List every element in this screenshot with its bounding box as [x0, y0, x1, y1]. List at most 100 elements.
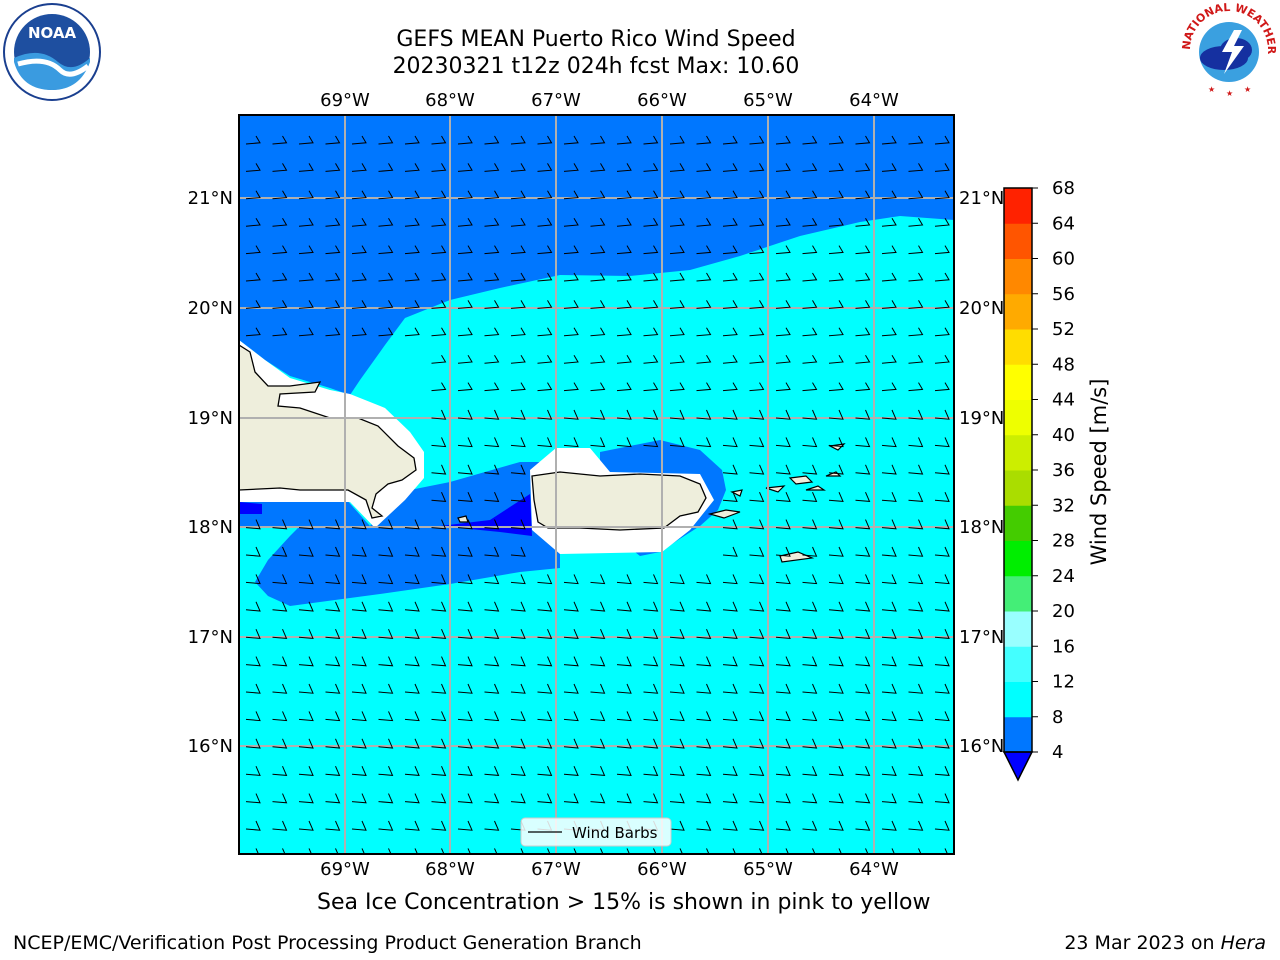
- wind-barb: [828, 382, 844, 392]
- wind-barb: [643, 327, 659, 337]
- wind-barb: [908, 766, 924, 776]
- wind-barb: [404, 629, 420, 639]
- wind-barb: [749, 793, 765, 804]
- wind-barb: [537, 190, 553, 200]
- wind-barb: [669, 793, 685, 804]
- lon-label-bottom: 65°W: [743, 859, 793, 880]
- wind-barb: [484, 409, 500, 420]
- colorbar-segment: [1004, 470, 1032, 506]
- wind-barb: [934, 327, 950, 337]
- wind-barb: [590, 327, 606, 337]
- wind-barb: [563, 300, 579, 309]
- wind-barb: [934, 601, 950, 612]
- lat-label-right: 18°N: [959, 517, 1004, 538]
- wind-barb: [855, 354, 871, 364]
- wind-barb: [828, 300, 844, 309]
- wind-barb: [537, 601, 553, 612]
- wind-barb: [616, 738, 632, 749]
- wind-barb: [510, 245, 526, 255]
- wind-barb: [679, 848, 683, 854]
- wind-barb: [802, 574, 818, 585]
- wind-barb: [828, 629, 844, 639]
- wind-barb: [563, 629, 579, 639]
- footer-date: 23 Mar 2023 on Hera: [1064, 932, 1266, 954]
- wind-barb: [775, 464, 791, 475]
- colorbar-segment: [1004, 188, 1032, 224]
- wind-barb: [944, 848, 948, 854]
- wind-barb: [351, 272, 367, 282]
- wind-barb: [573, 848, 577, 854]
- wind-barb: [696, 820, 712, 831]
- wind-barb: [775, 327, 791, 337]
- wind-barb: [457, 135, 473, 145]
- wind-barb: [298, 327, 314, 337]
- wind-barb: [908, 574, 924, 585]
- wind-barb: [457, 409, 473, 420]
- wind-barb: [272, 629, 288, 639]
- wind-barb: [245, 546, 261, 557]
- wind-barb: [749, 135, 765, 145]
- wind-barb: [722, 820, 738, 831]
- wind-barb: [785, 848, 789, 854]
- wind-barb: [616, 437, 632, 448]
- wind-barb: [325, 300, 341, 309]
- wind-barb: [404, 135, 420, 145]
- wind-barb: [855, 300, 871, 309]
- wind-barb: [934, 683, 950, 694]
- wind-barb: [722, 738, 738, 749]
- wind-barb: [855, 574, 871, 585]
- wind-barb: [908, 135, 924, 145]
- wind-barb: [749, 464, 765, 475]
- wind-barb: [378, 793, 394, 804]
- colorbar-segment: [1004, 434, 1032, 471]
- colorbar-tick-label: 20: [1052, 601, 1075, 622]
- wind-barb: [828, 656, 844, 667]
- colorbar-segment: [1004, 223, 1032, 259]
- wind-barb: [775, 217, 791, 227]
- wind-barb: [457, 519, 473, 530]
- wind-barb: [881, 546, 897, 557]
- wind-barb: [881, 409, 897, 420]
- wind-barb: [325, 272, 341, 282]
- wind-barb: [298, 656, 314, 667]
- wind-barb: [934, 272, 950, 282]
- wind-barb: [298, 711, 314, 722]
- wind-barb: [855, 163, 871, 172]
- wind-barb: [881, 354, 897, 364]
- wind-barb: [855, 629, 871, 639]
- darkblue-contour: [440, 494, 532, 536]
- wind-barb: [749, 300, 765, 309]
- wind-barb: [696, 272, 712, 282]
- wind-barb: [643, 354, 659, 364]
- wind-barb: [325, 574, 341, 585]
- wind-barb: [855, 327, 871, 337]
- colorbar-tick-label: 64: [1052, 213, 1075, 234]
- wind-barb: [590, 190, 606, 200]
- lon-label-top: 65°W: [743, 90, 793, 111]
- wind-barb: [855, 492, 871, 502]
- wind-barb: [828, 492, 844, 502]
- wind-barb: [908, 629, 924, 639]
- wind-barb: [669, 437, 685, 448]
- wind-barb: [563, 382, 579, 392]
- wind-barb: [457, 327, 473, 337]
- wind-barb: [510, 711, 526, 722]
- wind-barb: [828, 766, 844, 776]
- wind-barb: [510, 464, 526, 475]
- wind-barb: [802, 437, 818, 448]
- lat-label-left: 18°N: [188, 517, 233, 538]
- wind-barb: [431, 437, 447, 448]
- wind-barb: [918, 848, 922, 854]
- wind-barb: [272, 820, 288, 831]
- wind-barb: [510, 217, 526, 227]
- wind-barb: [749, 382, 765, 392]
- wind-barb: [298, 135, 314, 145]
- wind-barb: [245, 190, 261, 200]
- wind-barb: [563, 272, 579, 282]
- wind-barb: [272, 135, 288, 145]
- wind-barb: [537, 683, 553, 694]
- wind-barb: [351, 793, 367, 804]
- wind-barb: [908, 683, 924, 694]
- wind-barb: [404, 519, 420, 530]
